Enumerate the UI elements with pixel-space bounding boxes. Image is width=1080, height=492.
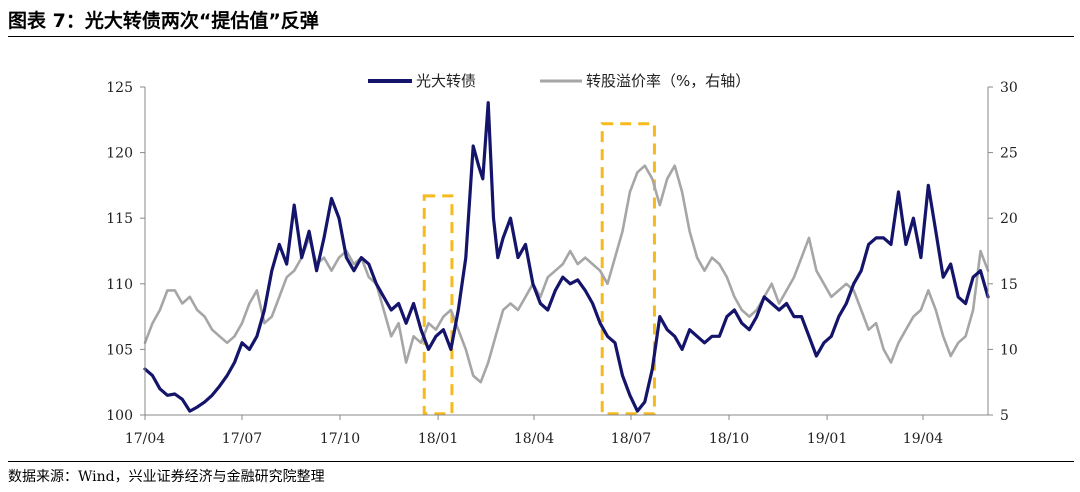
y-left-tick-label: 105 xyxy=(106,342,133,358)
axes: 100 105 110 115 120 125 5 10 15 20 25 30 17/04 17/07 1… xyxy=(106,80,1018,447)
y-right-tick-label: 25 xyxy=(1000,146,1018,162)
x-tick-label: 18/10 xyxy=(709,431,749,447)
series-line-premium xyxy=(143,164,990,384)
highlight-boxes xyxy=(422,122,656,416)
x-tick-label: 17/04 xyxy=(125,431,165,447)
legend: 光大转债 转股溢价率（%，右轴） xyxy=(368,72,750,90)
x-tick-label: 19/01 xyxy=(807,431,847,447)
y-left-tick-label: 115 xyxy=(106,211,133,227)
x-tick-label: 18/01 xyxy=(418,431,458,447)
data-source-note: 数据来源：Wind，兴业证券经济与金融研究院整理 xyxy=(8,469,325,485)
y-right-tick-label: 10 xyxy=(1000,342,1018,358)
y-left-tick-label: 120 xyxy=(106,146,133,162)
legend-label: 转股溢价率（%，右轴） xyxy=(586,72,750,90)
title-divider xyxy=(8,36,1074,37)
x-tick-label: 18/07 xyxy=(611,431,651,447)
legend-label: 光大转债 xyxy=(416,72,476,90)
series-lines xyxy=(143,101,990,413)
y-right-tick-label: 15 xyxy=(1000,277,1018,293)
highlight-box xyxy=(600,122,656,416)
y-left-tick-label: 125 xyxy=(106,80,133,96)
x-tick-label: 17/07 xyxy=(222,431,262,447)
chart-title: 图表 7：光大转债两次“提估值”反弹 xyxy=(8,10,319,32)
y-right-tick-label: 20 xyxy=(1000,211,1018,227)
footer-divider xyxy=(8,461,1074,462)
highlight-box xyxy=(422,194,454,416)
y-right-tick-label: 5 xyxy=(1000,408,1009,424)
y-right-tick-label: 30 xyxy=(1000,80,1018,96)
y-left-tick-label: 110 xyxy=(106,277,133,293)
chart: 100 105 110 115 120 125 5 10 15 20 25 30 17/04 17/07 1… xyxy=(106,72,1018,447)
x-tick-label: 18/04 xyxy=(514,431,554,447)
series-line-bond xyxy=(143,101,990,413)
x-tick-label: 17/10 xyxy=(320,431,360,447)
y-left-tick-label: 100 xyxy=(106,408,133,424)
x-tick-label: 19/04 xyxy=(903,431,943,447)
